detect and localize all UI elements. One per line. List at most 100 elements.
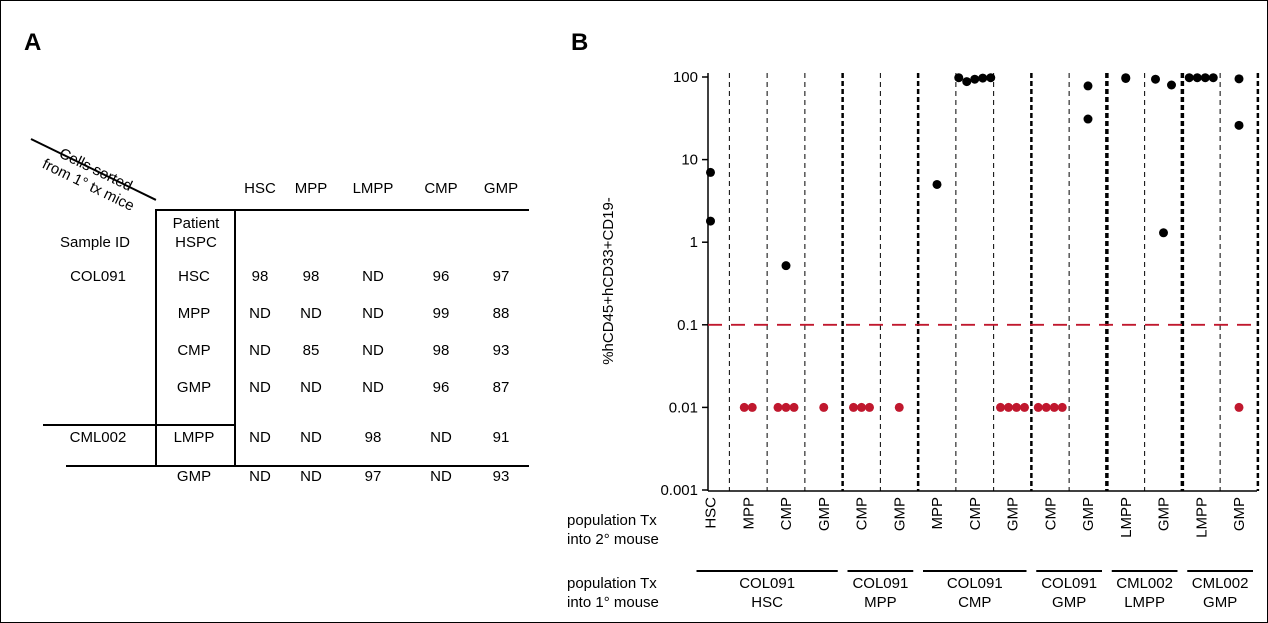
sample-id-cell: COL091 — [70, 268, 126, 285]
data-point — [781, 261, 791, 271]
table-cell: 98 — [302, 268, 320, 285]
table-cell: 91 — [492, 429, 510, 446]
hspc-cell: LMPP — [173, 429, 215, 446]
data-point — [962, 77, 972, 87]
table-cell: 98 — [364, 429, 382, 446]
undetected-point — [996, 402, 1005, 412]
x-tick-label: MPP — [740, 497, 757, 530]
x-tick-label: LMPP — [1193, 497, 1210, 538]
data-point — [978, 73, 988, 83]
x-tick-label: GMP — [1231, 497, 1248, 531]
data-point — [1083, 81, 1093, 91]
data-point — [1234, 74, 1244, 84]
table-cell: 87 — [492, 379, 510, 396]
table-cell: ND — [300, 468, 322, 485]
table-cell: ND — [249, 429, 271, 446]
x-tick-label: LMPP — [1118, 497, 1135, 538]
x-tick-label: CMP — [1042, 497, 1059, 530]
column-header: HSC — [244, 180, 276, 197]
table-cell: 97 — [492, 268, 510, 285]
panel-a-label: A — [24, 29, 42, 56]
x-tick-label: GMP — [1005, 497, 1022, 531]
group-label-line-1: CML002 — [1192, 575, 1249, 592]
group-label-line-1: COL091 — [947, 575, 1003, 592]
group-label-line-1: COL091 — [1041, 575, 1097, 592]
y-tick-label: 0.001 — [660, 482, 698, 499]
undetected-point — [894, 402, 904, 412]
data-point — [1234, 120, 1244, 130]
group-label-line-1: COL091 — [739, 575, 795, 592]
undetected-point — [1004, 402, 1013, 412]
y-tick-label: 0.01 — [669, 399, 698, 416]
group-label-line-1: CML002 — [1116, 575, 1173, 592]
x-tick-label: MPP — [929, 497, 946, 530]
data-point — [1083, 114, 1093, 124]
row-label-1-line-2: into 1° mouse — [567, 594, 659, 611]
undetected-point — [1041, 402, 1051, 412]
data-point — [1184, 73, 1194, 83]
data-point — [1121, 73, 1131, 83]
undetected-point — [849, 402, 858, 412]
group-label-line-1: COL091 — [852, 575, 908, 592]
patient-header-line-1: Patient — [172, 215, 220, 232]
table-cell: ND — [300, 429, 322, 446]
data-point — [706, 216, 715, 226]
x-tick-label: CMP — [967, 497, 984, 530]
row-label-2-line-2: into 2° mouse — [567, 531, 659, 548]
undetected-point — [819, 402, 829, 412]
table-bottom-rule — [66, 465, 529, 467]
table-cell: ND — [430, 468, 452, 485]
group-label-line-2: LMPP — [1124, 594, 1165, 611]
sample-id-header: Sample ID — [59, 234, 131, 251]
table-cell: ND — [249, 342, 271, 359]
table-group-rule — [43, 424, 235, 426]
table-cell: 98 — [432, 342, 450, 359]
hspc-cell: CMP — [177, 342, 211, 359]
x-tick-label: GMP — [1156, 497, 1173, 531]
data-point — [970, 74, 980, 84]
undetected-point — [1049, 402, 1059, 412]
hspc-cell: MPP — [177, 305, 211, 322]
undetected-point — [781, 402, 791, 412]
data-point — [1200, 73, 1210, 83]
table-header-rule — [156, 209, 529, 211]
data-point — [706, 167, 715, 177]
x-tick-label: CMP — [854, 497, 871, 530]
data-point — [1159, 228, 1168, 238]
column-header: MPP — [294, 180, 328, 197]
table-cell: 93 — [492, 468, 510, 485]
undetected-point — [1020, 402, 1029, 412]
table-cell: 93 — [492, 342, 510, 359]
table-cell: ND — [430, 429, 452, 446]
undetected-point — [1234, 402, 1244, 412]
row-label-1-line-1: population Tx — [567, 575, 657, 592]
y-tick-label: 1 — [690, 234, 698, 251]
undetected-point — [747, 402, 757, 412]
data-point — [954, 73, 964, 83]
x-tick-label: CMP — [778, 497, 795, 530]
table-cell: ND — [362, 268, 384, 285]
patient-header-line-2: HSPC — [175, 234, 217, 251]
group-label-line-2: GMP — [1052, 594, 1086, 611]
data-point — [1151, 74, 1160, 84]
table-cell: ND — [249, 305, 271, 322]
table-cell: 99 — [432, 305, 450, 322]
table-cell: ND — [362, 342, 384, 359]
y-axis-label: %hCD45+hCD33+CD19- — [600, 197, 617, 365]
panel-b-label: B — [571, 29, 589, 56]
undetected-point — [1033, 402, 1043, 412]
table-cell: ND — [362, 379, 384, 396]
x-tick-label: GMP — [816, 497, 833, 531]
table-cell: ND — [300, 305, 322, 322]
undetected-point — [1012, 402, 1021, 412]
undetected-point — [789, 402, 799, 412]
table-cell: 97 — [364, 468, 382, 485]
table-col-divider-1 — [155, 209, 157, 466]
column-header: CMP — [424, 180, 458, 197]
x-tick-label: GMP — [1080, 497, 1097, 531]
hspc-cell: GMP — [176, 379, 212, 396]
undetected-point — [773, 402, 783, 412]
column-header: GMP — [483, 180, 519, 197]
